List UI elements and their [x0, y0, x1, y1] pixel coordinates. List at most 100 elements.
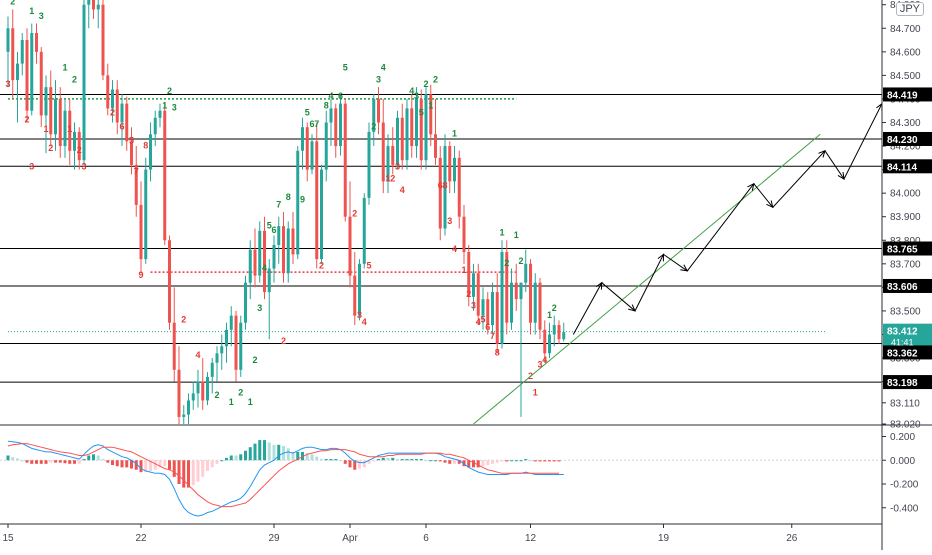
macd-histogram-bar	[168, 460, 171, 470]
macd-histogram-bar	[329, 459, 333, 461]
sequential-count-label: 3	[395, 162, 400, 172]
level-label-bg	[883, 345, 932, 360]
candle-body	[92, 0, 95, 10]
macd-histogram-bar	[495, 460, 499, 463]
macd-histogram-bar	[68, 460, 72, 464]
candle-body	[58, 98, 62, 147]
candle-body	[220, 346, 224, 354]
level-label-bg	[883, 131, 932, 146]
macd-histogram-bar	[505, 460, 509, 462]
sequential-count-label: 8	[286, 192, 291, 202]
candle-body	[334, 108, 338, 147]
macd-histogram-bar	[400, 459, 404, 461]
macd-histogram-bar	[101, 459, 105, 461]
candle-body	[82, 4, 86, 161]
macd-histogram-bar	[367, 460, 371, 464]
time-tick-label: 6	[423, 533, 429, 544]
macd-histogram-bar	[144, 460, 148, 473]
candle-body	[177, 369, 181, 417]
macd-histogram-bar	[286, 448, 290, 461]
price-tick-label: 83.020	[890, 420, 921, 431]
candle-body	[533, 282, 537, 323]
candle-body	[353, 275, 357, 316]
sequential-count-label: 7	[276, 199, 281, 209]
sequential-count-label: 4	[362, 317, 367, 327]
macd-histogram-bar	[334, 459, 338, 461]
candle-body	[305, 127, 309, 170]
sequential-count-label: 8	[495, 348, 500, 358]
candle-body	[163, 110, 167, 241]
macd-histogram-bar	[510, 460, 513, 462]
candle-body	[419, 98, 423, 161]
candle-body	[396, 117, 399, 165]
price-tick-label: 83.900	[890, 212, 921, 223]
macd-histogram-bar	[106, 460, 110, 463]
candle-body	[158, 110, 162, 118]
macd-histogram-bar	[481, 460, 485, 467]
macd-histogram-bar	[11, 457, 15, 461]
sequential-count-label: 1	[229, 397, 234, 407]
price-tick-label: 83.800	[890, 236, 921, 247]
macd-histogram-bar	[405, 459, 409, 461]
candle-body	[172, 322, 176, 370]
candle-body	[453, 157, 456, 182]
sequential-count-label: 4	[542, 355, 547, 365]
macd-histogram-bar	[172, 460, 176, 477]
sequential-count-label: 6	[485, 322, 490, 332]
candle-body	[467, 252, 471, 297]
macd-histogram-bar	[472, 460, 475, 468]
time-tick-label: 22	[135, 533, 147, 544]
price-tick-label: 84.200	[890, 142, 921, 153]
candle-body	[263, 230, 266, 293]
sequential-count-label: 2	[466, 289, 471, 299]
macd-histogram-bar	[253, 443, 257, 461]
macd-histogram-bar	[305, 453, 309, 461]
candle-body	[115, 89, 119, 123]
sequential-count-label: 2	[181, 315, 186, 325]
candle-body	[301, 127, 304, 151]
macd-histogram-bar	[49, 460, 53, 463]
currency-badge[interactable]: JPY	[895, 2, 924, 16]
macd-histogram-bar	[538, 460, 542, 462]
sequential-count-label: 9	[138, 270, 143, 280]
projection-arrowhead	[766, 200, 774, 209]
macd-histogram-bar	[263, 440, 266, 461]
candle-body	[495, 292, 499, 344]
candle-body	[54, 98, 57, 135]
candle-body	[443, 146, 447, 229]
sequential-count-label: 2	[252, 355, 257, 365]
candle-body	[529, 263, 532, 323]
macd-histogram-bar	[324, 459, 328, 461]
candle-body	[11, 28, 15, 81]
sequential-count-label: 4	[328, 91, 333, 101]
candle-body	[400, 117, 404, 161]
candle-body	[343, 103, 347, 217]
macd-histogram-bar	[396, 459, 399, 461]
sequential-count-label: 8	[442, 180, 447, 190]
macd-histogram-bar	[87, 455, 91, 461]
macd-histogram-bar	[153, 460, 157, 470]
candle-body	[120, 103, 124, 123]
candle-body	[44, 87, 48, 116]
candle-body	[63, 110, 67, 147]
macd-histogram-bar	[301, 451, 304, 461]
macd-histogram-bar	[353, 460, 357, 470]
candle-body	[519, 282, 523, 300]
candle-body	[386, 146, 390, 182]
sequential-count-label: 3	[29, 162, 34, 172]
sequential-count-label: 7	[490, 331, 495, 341]
sequential-count-label: 4	[262, 263, 267, 273]
candle-body	[134, 164, 138, 205]
level-label-bg	[883, 241, 932, 256]
candle-body	[462, 216, 466, 253]
sequential-count-label: 7	[134, 166, 139, 176]
candle-body	[410, 108, 414, 147]
macd-line	[7, 440, 564, 517]
sequential-count-label: 8	[143, 140, 148, 150]
macd-histogram-bar	[6, 455, 10, 461]
macd-histogram-bar	[491, 460, 494, 464]
sequential-count-label: 1	[43, 124, 48, 134]
sequential-count-label: 1	[452, 129, 457, 139]
